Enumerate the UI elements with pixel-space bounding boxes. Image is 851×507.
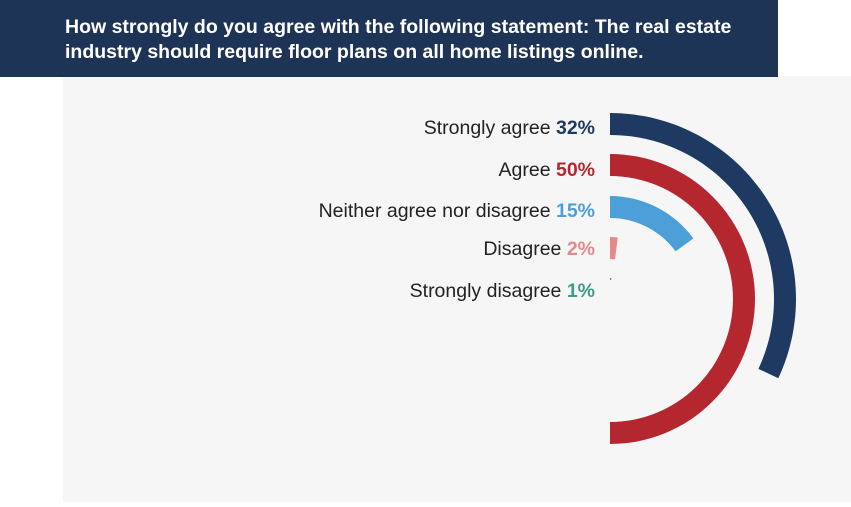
label-neither-agree-nor-disagree: Neither agree nor disagree 15% (319, 200, 595, 222)
label-disagree: Disagree 2% (483, 238, 595, 260)
arc-strongly-agree (610, 113, 796, 379)
value-label: 2% (567, 238, 595, 260)
value-label: 15% (556, 200, 595, 222)
arc-agree (610, 154, 755, 444)
arc-strongly-disagree (610, 278, 612, 281)
category-label: Strongly disagree (410, 280, 567, 302)
value-label: 32% (556, 117, 595, 139)
chart-title: How strongly do you agree with the follo… (65, 16, 732, 63)
value-label: 1% (567, 280, 595, 302)
value-label: 50% (556, 159, 595, 181)
category-label: Disagree (483, 238, 566, 260)
arc-neither-agree-nor-disagree (610, 196, 694, 252)
chart-panel (63, 76, 851, 502)
label-strongly-disagree: Strongly disagree 1% (410, 280, 595, 302)
category-label: Neither agree nor disagree (319, 200, 556, 222)
arc-disagree (610, 237, 618, 260)
category-label: Strongly agree (424, 117, 556, 139)
title-bar: How strongly do you agree with the follo… (0, 0, 778, 77)
category-label: Agree (499, 159, 556, 181)
label-agree: Agree 50% (499, 159, 595, 181)
label-strongly-agree: Strongly agree 32% (424, 117, 595, 139)
